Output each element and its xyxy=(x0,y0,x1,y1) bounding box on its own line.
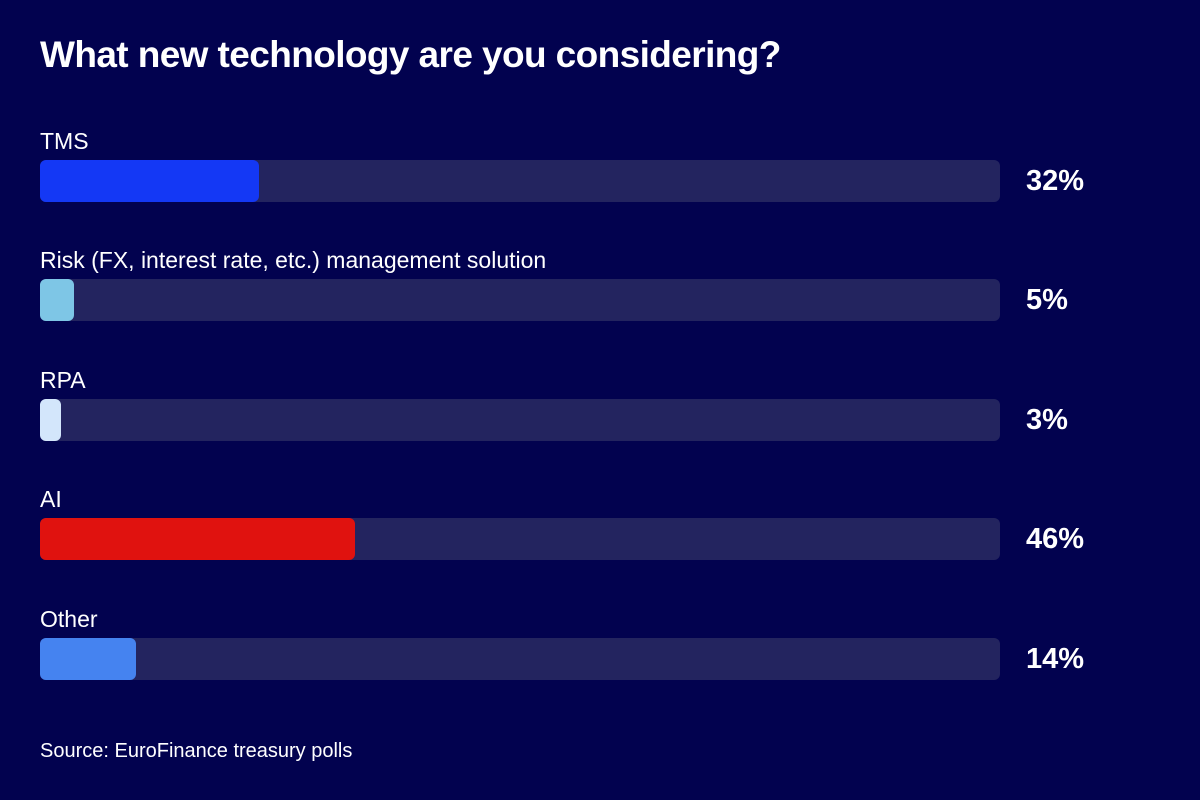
bar-row-other: Other 14% xyxy=(40,605,1160,685)
bar-value-label: 32% xyxy=(1026,165,1085,197)
bar-row-rpa: RPA 3% xyxy=(40,366,1160,446)
bar-row-ai: AI 46% xyxy=(40,485,1160,565)
bar-risk-management xyxy=(40,279,74,321)
bar-ai xyxy=(40,518,355,560)
bar-value-label: 46% xyxy=(1026,523,1085,555)
bar-track xyxy=(40,160,1000,202)
bar-track xyxy=(40,399,1000,441)
bar-track xyxy=(40,518,1000,560)
source-note: Source: EuroFinance treasury polls xyxy=(40,740,353,762)
bar-tms xyxy=(40,160,259,202)
bar-track xyxy=(40,279,1000,321)
bar-label: Risk (FX, interest rate, etc.) managemen… xyxy=(40,247,547,273)
bar-label: AI xyxy=(40,486,62,512)
bar-label: Other xyxy=(40,606,98,632)
bar-track xyxy=(40,638,1000,680)
bar-value-label: 14% xyxy=(1026,643,1085,675)
bar-row-tms: TMS 32% xyxy=(40,127,1160,207)
bar-value-label: 3% xyxy=(1026,404,1068,436)
bar-value-label: 5% xyxy=(1026,284,1068,316)
bar-other xyxy=(40,638,136,680)
bar-label: RPA xyxy=(40,367,86,393)
bar-chart: TMS 32% Risk (FX, interest rate, etc.) m… xyxy=(40,0,1160,800)
chart-title: What new technology are you considering? xyxy=(40,34,781,75)
bar-rpa xyxy=(40,399,61,441)
bar-row-risk: Risk (FX, interest rate, etc.) managemen… xyxy=(40,246,1160,326)
bar-label: TMS xyxy=(40,128,89,154)
